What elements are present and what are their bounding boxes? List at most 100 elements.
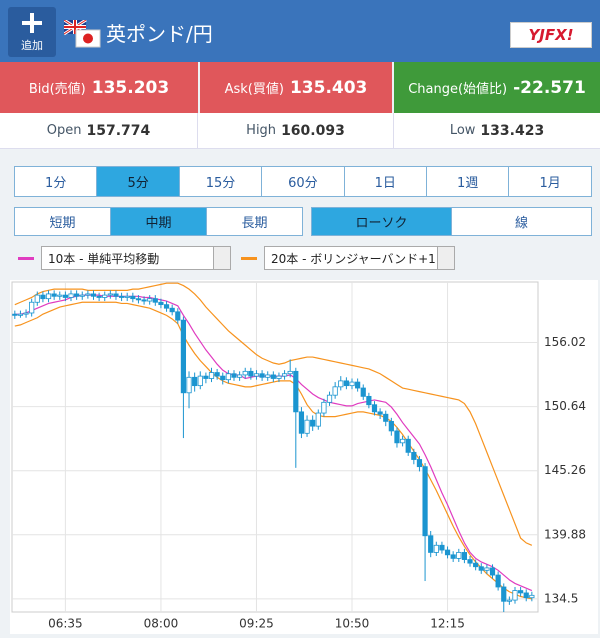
candle-body: [394, 430, 400, 444]
candle-body: [85, 293, 91, 296]
indicator-swatch: [241, 257, 257, 260]
high-value: 160.093: [281, 122, 345, 139]
y-tick-label: 139.88: [544, 527, 586, 541]
candle-body: [377, 411, 383, 415]
candle-body: [343, 380, 349, 387]
candle-body: [355, 381, 361, 389]
candle-body: [220, 375, 226, 381]
open-cell: Open 157.774: [0, 113, 198, 148]
candle-body: [349, 381, 355, 387]
candle-body: [79, 294, 85, 297]
flag-icon: [64, 20, 101, 48]
candle-body: [270, 374, 276, 379]
y-tick-label: 134.5: [544, 591, 578, 605]
ranges-button[interactable]: 長期: [206, 207, 303, 236]
candle-body: [135, 298, 142, 301]
ask-value: 135.403: [289, 77, 368, 98]
periods-button[interactable]: 1日: [343, 166, 427, 197]
periods-button[interactable]: 1月: [508, 166, 592, 197]
candle-body: [310, 419, 316, 427]
candle-body: [130, 295, 136, 300]
candle-body: [501, 586, 507, 602]
candle-body: [523, 592, 529, 599]
candle-body: [433, 544, 439, 553]
styles-button[interactable]: 線: [451, 207, 592, 236]
candle-body: [338, 380, 344, 388]
indicator-select[interactable]: 10本 - 単純平均移動: [41, 246, 231, 270]
candle-body: [96, 295, 102, 298]
candle-body: [259, 373, 265, 378]
ranges-button[interactable]: 短期: [14, 207, 111, 236]
candle-body: [512, 590, 518, 601]
candle-body: [450, 554, 456, 559]
plot-border: [11, 281, 539, 613]
periods-button[interactable]: 5分: [96, 166, 180, 197]
indicator-select[interactable]: 20本 - ボリンジャーバンド+1: [264, 246, 455, 270]
candle-body: [175, 311, 181, 321]
candle-body: [321, 401, 327, 414]
candle-body: [467, 559, 473, 564]
ranges-button[interactable]: 中期: [110, 207, 207, 236]
candle-body: [518, 590, 524, 594]
ma-line: [14, 294, 533, 592]
chart: 156.02 150.64 145.26 139.88 134.5 06:35 08:00 0…: [11, 281, 586, 631]
change-value: -22.571: [513, 77, 586, 98]
candle-body: [45, 293, 52, 300]
candle-body: [214, 372, 220, 377]
x-tick-label: 10:50: [335, 617, 370, 631]
candle-body: [388, 420, 394, 432]
candle-body: [439, 544, 445, 551]
candle-body: [428, 535, 434, 553]
candle-body: [192, 376, 198, 387]
periods-button[interactable]: 1週: [426, 166, 510, 197]
candle-body: [152, 298, 158, 303]
low-label: Low: [449, 123, 476, 138]
low-cell: Low 133.423: [394, 113, 600, 148]
bid-value: 135.203: [91, 77, 170, 98]
periods-button[interactable]: 60分: [261, 166, 345, 197]
candle-body: [281, 373, 288, 377]
candle-body: [287, 370, 293, 375]
candle-body: [180, 319, 187, 394]
candle-body: [276, 375, 282, 379]
x-tick-label: 08:00: [144, 617, 179, 631]
candle-body: [34, 294, 40, 303]
candle-body: [326, 394, 333, 403]
candle-body: [416, 459, 423, 468]
high-label: High: [246, 123, 277, 138]
periods-button[interactable]: 15分: [178, 166, 263, 197]
candle-body: [237, 374, 243, 378]
candle-body: [506, 599, 512, 602]
candle-body: [68, 293, 74, 298]
candle-body: [293, 370, 299, 413]
candle-body: [399, 438, 406, 444]
header: 追加 英ポンド/円 YJFX!: [0, 0, 600, 62]
bb_lower-line: [14, 301, 532, 600]
bid-label: Bid(売値): [28, 82, 86, 97]
candle-body: [231, 373, 237, 378]
styles-button[interactable]: ローソク: [311, 207, 452, 236]
candle-body: [113, 293, 119, 297]
add-button[interactable]: 追加: [8, 7, 56, 57]
candle-body: [253, 373, 260, 377]
candle-body: [141, 299, 147, 302]
candle-body: [163, 304, 170, 309]
candle-body: [12, 313, 18, 316]
stats-row: Open 157.774 High 160.093 Low 133.423: [0, 113, 600, 149]
candle-body: [495, 574, 501, 588]
periods-button[interactable]: 1分: [14, 166, 98, 197]
candle-body: [40, 294, 46, 300]
candle-body: [444, 549, 451, 556]
candle-body: [29, 301, 35, 314]
candle-body: [17, 313, 24, 316]
candle-body: [332, 386, 338, 396]
candle-body: [242, 370, 248, 376]
candle-body: [484, 567, 490, 571]
x-tick-label: 12:15: [430, 617, 465, 631]
candle-body: [473, 562, 479, 568]
y-tick-label: 145.26: [544, 463, 586, 477]
candle-body: [62, 294, 68, 298]
candle-body: [51, 293, 57, 297]
add-label: 追加: [21, 39, 43, 52]
